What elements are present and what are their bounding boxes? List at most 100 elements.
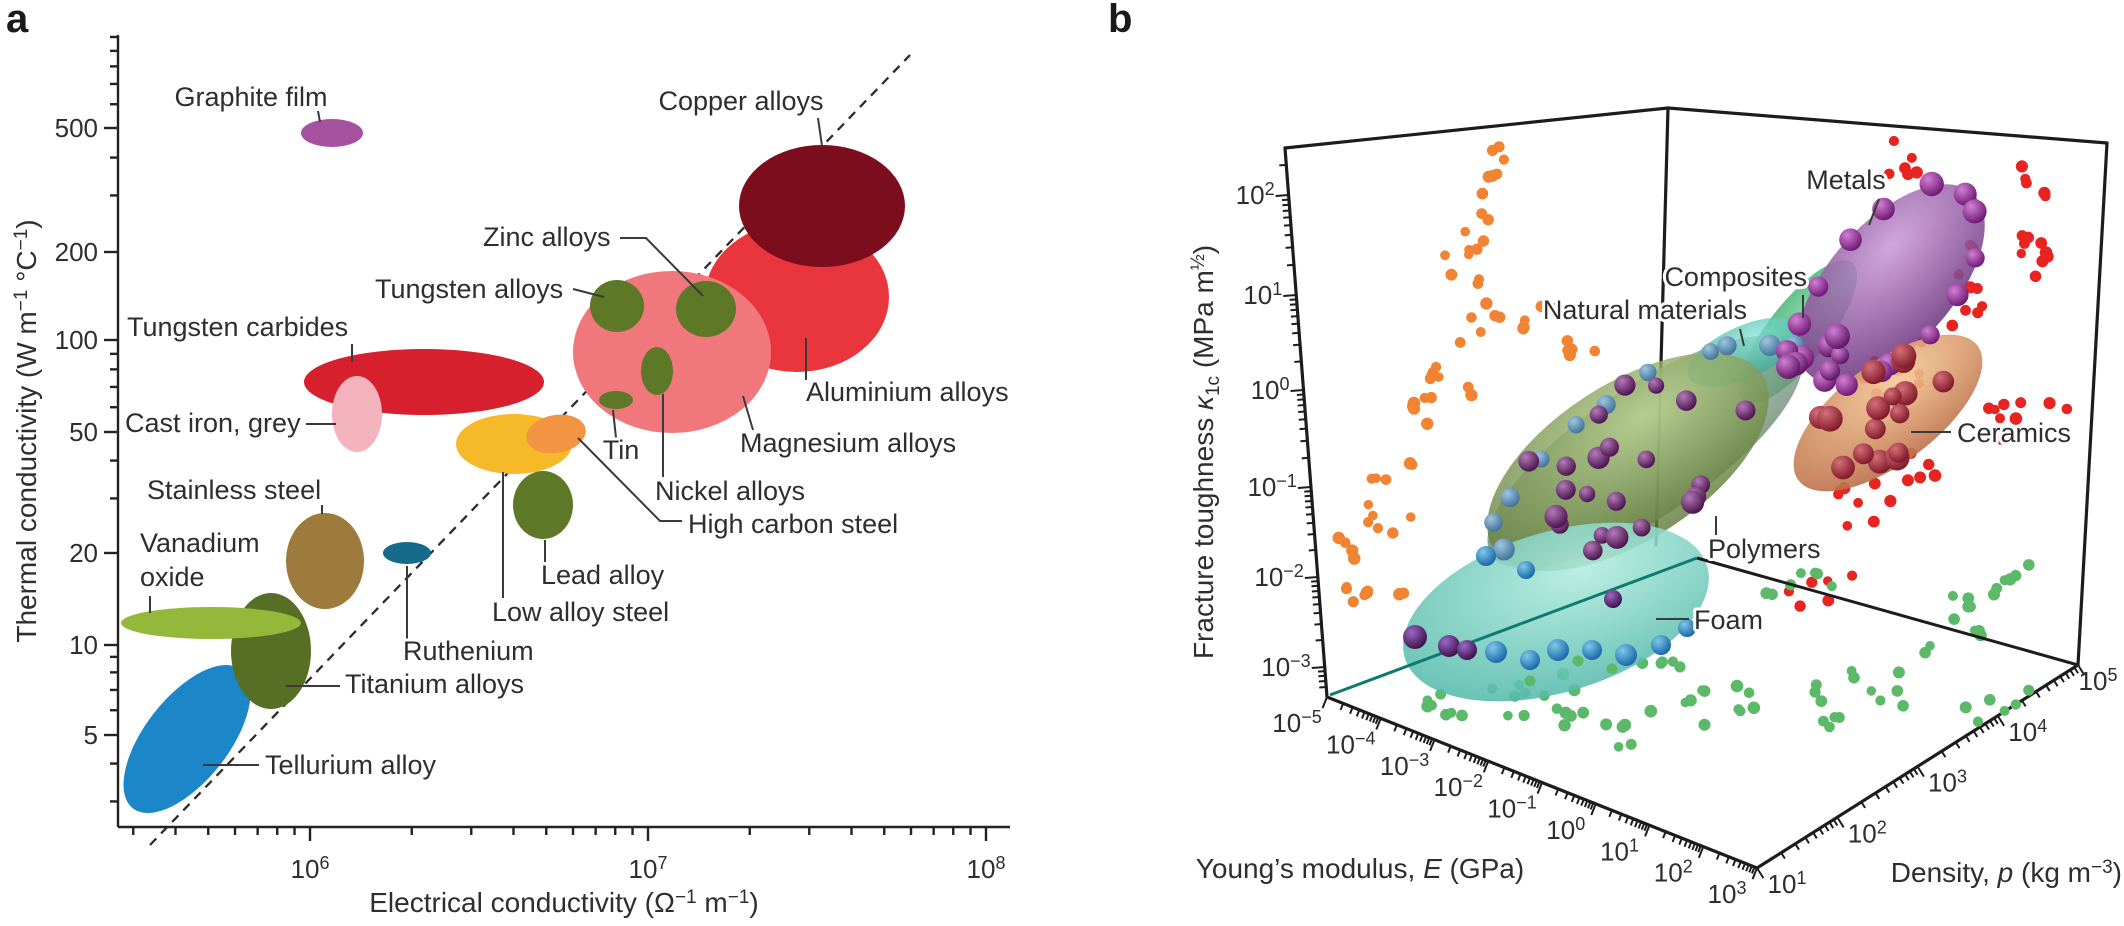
young-axis-minor-tick (1402, 728, 1408, 736)
scatter-dot (1421, 700, 1434, 713)
y-tick-label: 10 (69, 630, 98, 660)
z-minor-tick (1290, 308, 1298, 312)
z-minor-tick (1318, 674, 1326, 678)
young-axis-minor-tick (1741, 862, 1747, 871)
scatter-dot (1446, 707, 1457, 718)
young-axis-minor-tick (1339, 703, 1345, 711)
young-axis-minor-tick (1409, 730, 1415, 739)
bubble-zinc-alloys (676, 281, 736, 337)
z-minor-tick (1292, 343, 1301, 347)
data-sphere (1962, 199, 1987, 224)
scatter-dot (1868, 477, 1881, 490)
z-tick-label: 101 (1243, 279, 1282, 310)
density-axis-minor-tick (2073, 666, 2079, 674)
young-axis-minor-tick (1447, 745, 1452, 754)
density-axis-minor-tick (1954, 741, 1961, 749)
young-axis-ticks (1321, 696, 1758, 880)
scatter-dot (1901, 474, 1914, 487)
family-polymers-label: Polymers (1708, 534, 1821, 564)
scatter-dot (1403, 457, 1417, 470)
data-sphere (1678, 619, 1696, 637)
family-natural-materials-label: Natural materials (1543, 295, 1747, 325)
data-sphere (1476, 546, 1496, 566)
young-axis-tick-label: 10−2 (1434, 771, 1483, 802)
scatter-dot (1517, 322, 1530, 335)
bubble-group (121, 119, 905, 814)
scatter-dot (1445, 268, 1458, 281)
scatter-dot (1818, 715, 1829, 727)
density-axis-minor-tick (1794, 843, 1800, 851)
scatter-dot (1656, 656, 1668, 668)
z-minor-tick (1311, 589, 1319, 593)
scatter-dot (1964, 601, 1976, 613)
material-magnesium-alloys-label: Magnesium alloys (740, 428, 956, 458)
scatter-dot (1380, 474, 1392, 485)
scatter-dot (1425, 391, 1437, 404)
young-axis-major-tick (1697, 846, 1705, 859)
z-minor-tick (1311, 580, 1319, 583)
x-tick-label: 107 (629, 853, 668, 884)
density-axis-minor-tick (2069, 669, 2075, 677)
z-minor-tick (1318, 679, 1326, 683)
bubble-ruthenium (383, 542, 431, 564)
material-tungsten-alloys-label: Tungsten alloys (375, 274, 563, 304)
young-axis-major-tick (1536, 782, 1543, 795)
scatter-dot (1477, 235, 1490, 247)
z-minor-tick (1281, 198, 1290, 202)
young-axis-minor-tick (1745, 864, 1750, 872)
scatter-dot (2020, 173, 2031, 184)
y-tick-label: 500 (55, 113, 98, 143)
young-axis-minor-tick (1617, 813, 1623, 821)
z-minor-tick (1311, 584, 1319, 588)
density-axis-major-tick (1756, 867, 1765, 879)
bubble-nickel-alloys (641, 347, 673, 395)
z-minor-tick (1282, 209, 1290, 213)
data-sphere (1567, 416, 1585, 434)
z-minor-tick (1297, 404, 1305, 407)
scatter-dot (1489, 310, 1501, 322)
data-sphere (1544, 504, 1568, 529)
panel-a-y-axis-title: Thermal conductivity (W m−1 °C−1) (11, 219, 42, 642)
scatter-dot (1888, 135, 1899, 147)
data-sphere (1852, 443, 1874, 465)
floor-edge-back (1696, 556, 2079, 667)
scatter-dot (1960, 304, 1971, 316)
z-minor-tick (1317, 670, 1326, 673)
data-sphere (1776, 354, 1801, 379)
z-minor-tick (1290, 315, 1298, 318)
scatter-dot (2016, 248, 2027, 259)
scatter-dot (1906, 152, 1917, 163)
data-sphere (1547, 639, 1569, 661)
scatter-dot (1460, 226, 1470, 237)
scatter-dot (1902, 168, 1914, 181)
scatter-dot (1928, 469, 1942, 482)
z-minor-tick (1304, 494, 1312, 498)
young-axis-minor-tick (1510, 770, 1515, 779)
data-sphere (1493, 538, 1515, 561)
scatter-dot (2010, 569, 2022, 582)
density-axis-minor-tick (2064, 672, 2071, 680)
material-copper-alloys-label: Copper alloys (658, 86, 823, 116)
density-axis-minor-tick (1804, 836, 1810, 844)
material-zinc-alloys-label: Zinc alloys (483, 222, 611, 252)
data-sphere (1605, 525, 1629, 549)
panel-a-axes (104, 35, 1010, 841)
scatter-dot (1613, 742, 1624, 752)
material-tin-label: Tin (603, 435, 640, 465)
data-sphere (1839, 228, 1862, 251)
scatter-dot (1471, 243, 1483, 255)
young-axis-tick-label: 10−3 (1380, 750, 1429, 781)
density-axis-tick-label: 101 (1768, 868, 1807, 899)
z-minor-tick (1289, 298, 1297, 301)
data-sphere (1599, 437, 1619, 457)
young-axis-minor-tick (1634, 820, 1639, 828)
scatter-dot (1948, 613, 1960, 625)
scatter-dot (1618, 718, 1632, 732)
panel-a-letter: a (6, 0, 29, 41)
bubble-cast-iron-grey (332, 376, 382, 452)
data-sphere (1920, 325, 1940, 345)
data-sphere (1883, 387, 1902, 406)
data-sphere (1556, 456, 1576, 476)
scatter-dot (1535, 300, 1547, 313)
density-axis-minor-tick (1832, 819, 1839, 827)
